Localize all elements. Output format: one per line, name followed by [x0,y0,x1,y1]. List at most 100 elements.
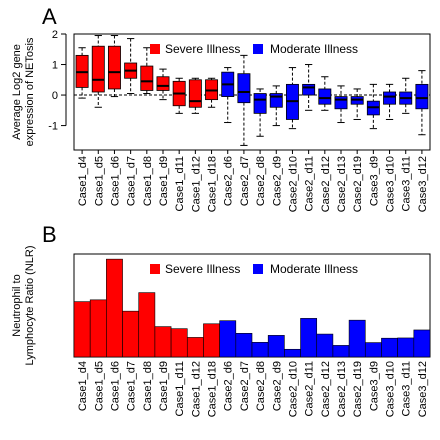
bar-Case2_d13 [332,345,350,358]
box-body [334,96,348,110]
x-tick-label-a: Case1_d6 [109,156,121,206]
y-axis-label-a: Average Log2 geneexpression of NETosis [11,37,36,146]
bar-Case1_d18 [203,323,220,358]
box-body [188,79,202,108]
box-Case1_d12 [188,77,202,114]
x-tick-label-b: Case2_d12 [320,361,332,417]
bar-Case3_d11 [397,337,415,358]
legend-swatch-moderate-b [253,264,263,274]
y-axis-label-line-b: Neutrophil to [11,274,23,336]
bar-Case2_d6 [219,320,237,358]
y-axis-label-line-a: expression of NETosis [24,37,36,146]
legend-label-severe-a: Severe Illness [165,42,240,56]
x-tick-label-a: Case1_d7 [126,156,138,206]
bar-Case1_d6 [106,258,123,358]
x-tick-label-b: Case2_d13 [336,361,348,417]
x-tick-label-b: Case1_d12 [190,361,202,417]
bar-Case3_d12 [413,329,431,358]
box-body [91,45,105,93]
box-Case2_d11 [302,64,316,111]
bar-Case1_d8 [138,292,156,358]
x-tick-label-a: Case2_d10 [287,156,299,212]
x-tick-label-b: Case3_d12 [417,361,429,417]
x-tick-label-b: Case3_d11 [401,361,413,416]
box-Case1_d18 [205,77,219,108]
box-body [415,83,429,110]
x-tick-label-a: Case2_d13 [336,156,348,212]
bar-Case1_d4 [73,301,91,358]
box-body [237,73,251,104]
panel-label-a: A [42,4,57,29]
box-body [140,65,154,91]
panel-label-b: B [42,222,57,247]
x-tick-label-a: Case3_d11 [401,156,413,211]
box-Case1_d4 [75,47,89,99]
x-tick-label-b: Case1_d5 [93,361,105,411]
box-Case2_d8 [253,88,267,137]
x-tick-label-a: Case2_d6 [223,156,235,206]
bar-Case2_d8 [251,342,269,358]
box-body [253,93,267,114]
bar-Case2_d10 [284,348,301,358]
x-tick-label-a: Case2_d19 [352,156,364,212]
box-Case2_d6 [221,67,235,124]
x-tick-label-b: Case2_d9 [271,361,283,411]
bar-Case1_d11 [170,328,188,358]
x-tick-label-a: Case2_d8 [255,156,267,206]
x-tick-label-b: Case1_d7 [126,361,138,411]
box-Case2_d12 [318,76,332,111]
bar-Case2_d11 [300,318,318,358]
x-tick-label-a: Case2_d11 [304,156,316,211]
x-tick-label-b: Case3_d10 [385,361,397,417]
x-tick-label-a: Case2_d7 [239,156,251,206]
panel-a-boxplot: A -1 0 1 2 Average Log2 geneexpression of NET… [11,4,431,212]
x-tick-label-a: Case1_d9 [158,156,170,206]
box-Case1_d6 [107,35,121,98]
box-Case3_d11 [399,77,413,114]
x-tick-label-b: Case1_d6 [109,361,121,411]
x-tick-label-a: Case1_d8 [142,156,154,206]
x-tick-label-a: Case1_d11 [174,156,186,211]
x-tick-label-b: Case2_d10 [287,361,299,417]
x-tick-label-b: Case1_d4 [77,361,89,411]
x-tick-label-b: Case2_d11 [304,361,316,416]
x-tick-label-a: Case3_d10 [385,156,397,212]
bar-Case2_d12 [316,333,334,358]
box-Case2_d9 [269,85,283,127]
x-tick-label-b: Case2_d7 [239,361,251,411]
x-tick-label-a: Case2_d12 [320,156,332,212]
x-tick-label-a: Case1_d18 [207,156,219,212]
bar-Case1_d7 [122,310,140,358]
x-tick-label-a: Case1_d5 [93,156,105,206]
legend-swatch-severe-b [150,264,160,274]
box-Case3_d9 [366,83,380,130]
x-tick-label-a: Case1_d12 [190,156,202,212]
bar-Case1_d5 [89,299,107,358]
x-tick-label-a: Case1_d4 [77,156,89,206]
box-Case1_d9 [156,68,170,101]
x-tick-label-b: Case2_d6 [223,361,235,411]
legend-swatch-severe-a [150,44,160,54]
legend-swatch-moderate-a [253,44,263,54]
box-Case2_d13 [334,85,348,124]
x-tick-label-b: Case1_d8 [142,361,154,411]
x-tick-label-b: Case3_d9 [368,361,380,411]
box-Case2_d10 [285,67,299,130]
y-tick-label-a: -1 [48,121,58,133]
box-Case1_d8 [140,47,154,95]
bar-Case2_d7 [235,333,253,358]
plot-frame-a [73,33,431,151]
y-tick-label-a: 2 [52,29,58,41]
box-Case1_d11 [172,77,186,114]
bar-Case2_d9 [267,335,285,358]
y-axis-label-line-b: Lymphocyte Ratio (NLR) [24,245,36,365]
box-Case2_d19 [350,88,364,120]
box-Case2_d7 [237,54,251,146]
x-tick-label-b: Case1_d11 [174,361,186,416]
box-body [302,83,316,96]
x-tick-label-a: Case2_d9 [271,156,283,206]
bar-Case2_d19 [348,319,366,358]
legend-label-moderate-b: Moderate Illness [270,262,358,276]
